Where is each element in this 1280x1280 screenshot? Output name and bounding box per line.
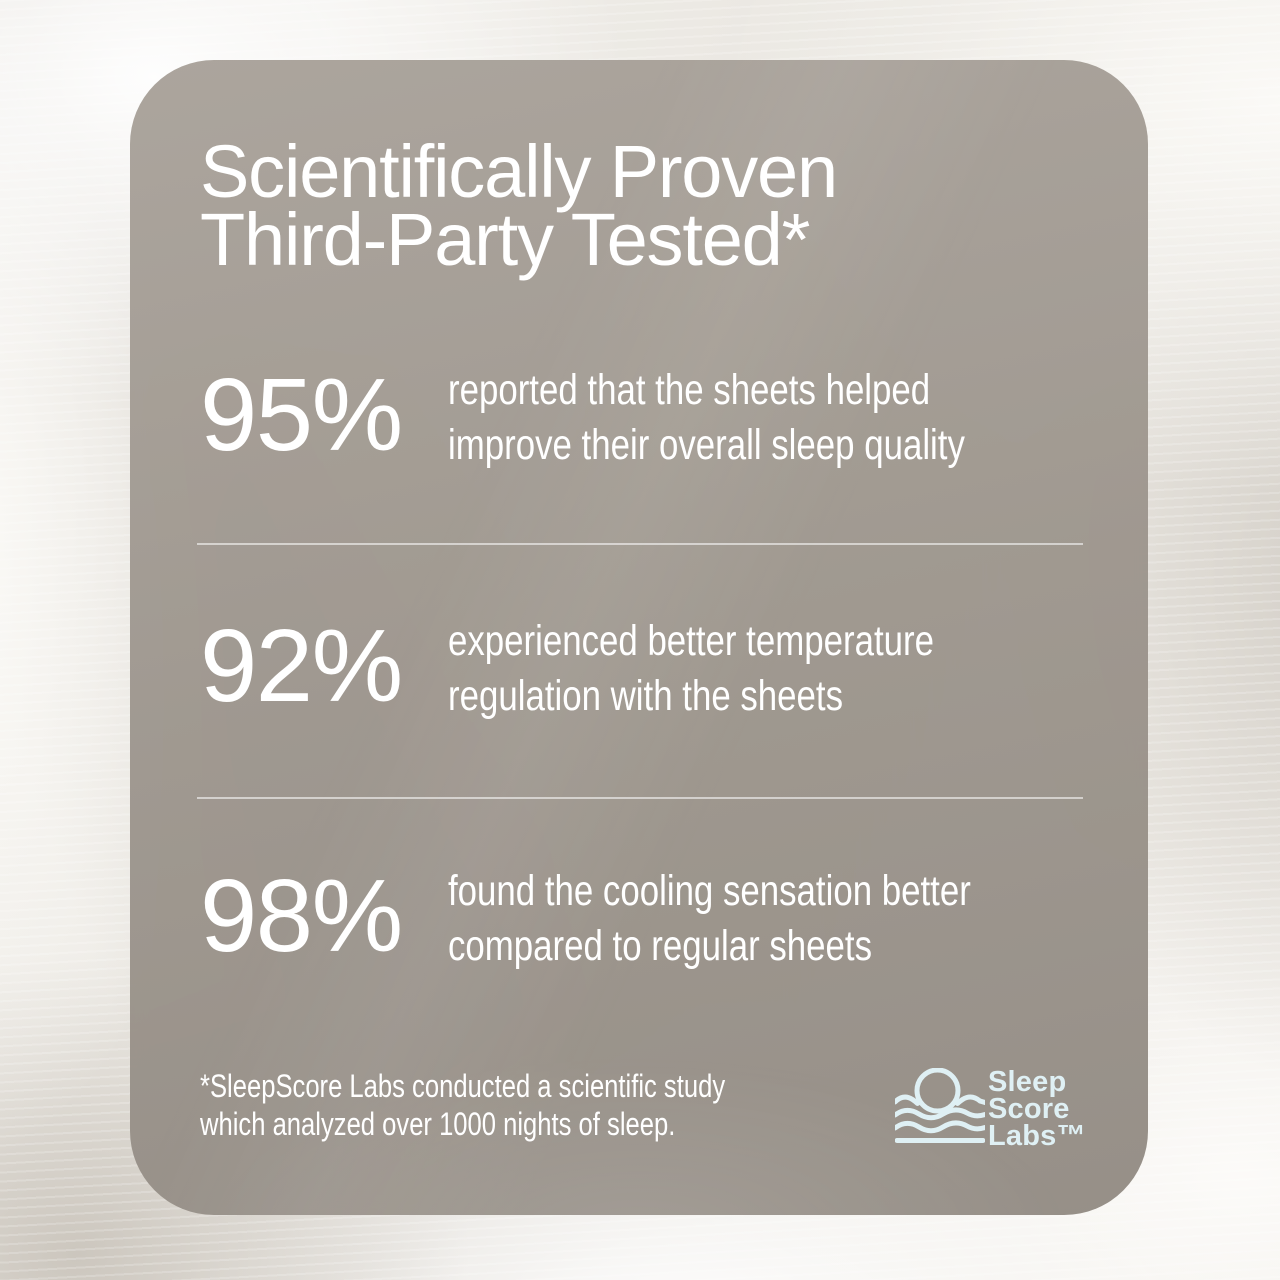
stat-row-sleep-quality: 95% reported that the sheets helped impr… — [200, 363, 1090, 493]
stat-description-line-2: improve their overall sleep quality — [448, 421, 965, 469]
stat-description-line-2: regulation with the sheets — [448, 672, 843, 720]
stat-value: 95% — [200, 357, 403, 472]
logotype-line-2: Score — [988, 1093, 1070, 1125]
stat-description-line-2: compared to regular sheets — [448, 922, 873, 970]
stat-value: 98% — [200, 858, 403, 973]
headline: Scientifically Proven Third-Party Tested… — [200, 130, 838, 281]
headline-line-2: Third-Party Tested* — [200, 198, 810, 281]
disclaimer-line-2: which analyzed over 1000 nights of sleep… — [200, 1106, 676, 1142]
stat-description: experienced better temperature regulatio… — [448, 614, 1048, 724]
logotype-line-1: Sleep — [988, 1066, 1067, 1098]
stat-description: found the cooling sensation better compa… — [448, 864, 1093, 974]
sun-over-waves-icon — [895, 1068, 985, 1143]
logotype-line-3: Labs™ — [988, 1120, 1086, 1152]
disclaimer-line-1: *SleepScore Labs conducted a scientific … — [200, 1068, 726, 1104]
disclaimer: *SleepScore Labs conducted a scientific … — [200, 1067, 856, 1143]
stat-row-cooling: 98% found the cooling sensation better c… — [200, 864, 1090, 994]
sleepscore-labs-logotype: Sleep Score Labs™ — [988, 1066, 1086, 1152]
divider — [197, 543, 1083, 545]
stat-value: 92% — [200, 608, 403, 723]
stat-description-line-1: reported that the sheets helped — [448, 366, 931, 414]
stat-row-temperature: 92% experienced better temperature regul… — [200, 614, 1090, 744]
stat-description-line-1: experienced better temperature — [448, 617, 934, 665]
stat-description-line-1: found the cooling sensation better — [448, 867, 971, 915]
stats-card: Scientifically Proven Third-Party Tested… — [130, 60, 1148, 1215]
stat-description: reported that the sheets helped improve … — [448, 363, 1086, 473]
divider — [197, 797, 1083, 799]
headline-line-1: Scientifically Proven — [200, 130, 838, 213]
